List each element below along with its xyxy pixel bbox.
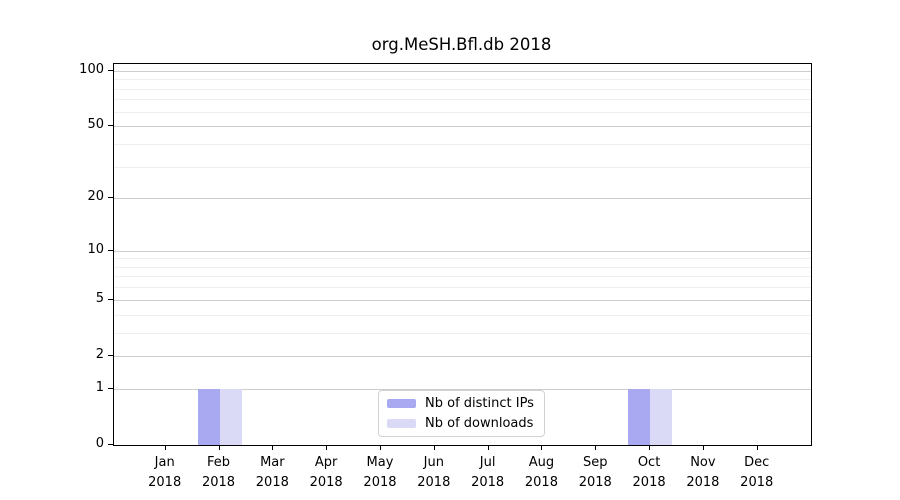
x-tick-mark xyxy=(595,445,597,450)
minor-gridline xyxy=(114,88,811,90)
y-tick-label: 1 xyxy=(95,379,104,395)
minor-gridline xyxy=(114,258,811,260)
x-tick-mark xyxy=(756,445,758,450)
bar-feb-downloads xyxy=(219,388,242,445)
chart-title: org.MeSH.Bfl.db 2018 xyxy=(371,35,552,54)
major-gridline xyxy=(114,299,811,301)
y-tick-label: 0 xyxy=(95,436,104,451)
x-tick-mark xyxy=(541,445,543,450)
x-tick-label: Jan 2018 xyxy=(148,455,182,490)
minor-gridline xyxy=(114,332,811,334)
y-tick-mark xyxy=(108,69,113,71)
x-tick-label: Nov 2018 xyxy=(686,455,720,490)
legend-swatch-downloads-icon xyxy=(387,419,416,428)
x-tick-label: Sep 2018 xyxy=(578,455,612,490)
minor-gridline xyxy=(114,99,811,101)
bar-feb-distinct-ips xyxy=(197,388,220,445)
y-tick-mark xyxy=(108,249,113,251)
legend-item-downloads: Nb of downloads xyxy=(387,415,544,433)
bar-oct-distinct-ips xyxy=(628,388,651,445)
minor-gridline xyxy=(114,111,811,113)
x-tick-label: Apr 2018 xyxy=(309,455,343,490)
x-tick-label: May 2018 xyxy=(363,455,397,490)
major-gridline xyxy=(114,388,811,390)
minor-gridline xyxy=(114,287,811,289)
y-tick-mark xyxy=(108,298,113,300)
x-tick-label: Oct 2018 xyxy=(632,455,666,490)
x-tick-label: Jul 2018 xyxy=(471,455,505,490)
minor-gridline xyxy=(114,276,811,278)
major-gridline xyxy=(114,70,811,72)
minor-gridline xyxy=(114,266,811,268)
y-tick-label: 100 xyxy=(79,61,104,77)
x-tick-mark xyxy=(433,445,435,450)
y-tick-label: 20 xyxy=(87,189,104,205)
y-tick-label: 2 xyxy=(95,346,104,362)
x-tick-mark xyxy=(702,445,704,450)
bar-oct-downloads xyxy=(650,388,673,445)
y-tick-mark xyxy=(108,444,113,445)
x-tick-mark xyxy=(649,445,651,450)
major-gridline xyxy=(114,250,811,252)
x-tick-mark xyxy=(326,445,328,450)
x-tick-mark xyxy=(272,445,274,450)
x-tick-label: Feb 2018 xyxy=(201,455,236,490)
minor-gridline xyxy=(114,143,811,145)
y-tick-label: 5 xyxy=(95,290,104,306)
major-gridline xyxy=(114,198,811,200)
plot-area xyxy=(113,63,812,446)
y-tick-mark xyxy=(108,354,113,356)
legend-label-distinct-ips: Nb of distinct IPs xyxy=(425,395,534,411)
x-tick-mark xyxy=(164,445,166,450)
x-tick-mark xyxy=(379,445,381,450)
y-tick-mark xyxy=(108,125,113,127)
legend: Nb of distinct IPs Nb of downloads xyxy=(378,390,545,437)
minor-gridline xyxy=(114,166,811,168)
x-tick-mark xyxy=(487,445,489,450)
x-tick-label: Aug 2018 xyxy=(524,455,558,490)
minor-gridline xyxy=(114,79,811,81)
minor-gridline xyxy=(114,314,811,316)
legend-item-distinct-ips: Nb of distinct IPs xyxy=(387,395,544,413)
y-tick-label: 50 xyxy=(87,117,104,133)
y-tick-mark xyxy=(108,197,113,199)
x-tick-label: Dec 2018 xyxy=(740,455,774,490)
major-gridline xyxy=(114,355,811,357)
y-tick-label: 10 xyxy=(87,241,104,257)
major-gridline xyxy=(114,126,811,128)
x-tick-label: Jun 2018 xyxy=(417,455,451,490)
y-tick-mark xyxy=(108,387,113,389)
x-tick-label: Mar 2018 xyxy=(255,455,289,490)
legend-label-downloads: Nb of downloads xyxy=(425,415,534,431)
x-tick-mark xyxy=(218,445,220,450)
legend-swatch-distinct-ips-icon xyxy=(387,399,416,408)
